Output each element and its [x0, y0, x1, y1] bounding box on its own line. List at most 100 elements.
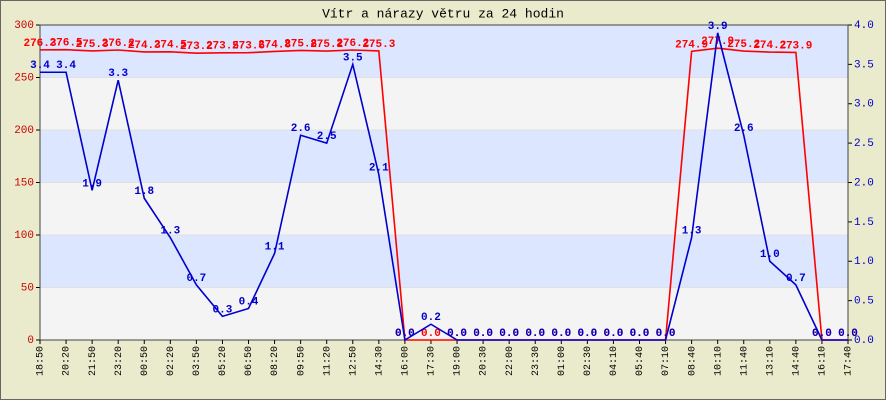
data-label: 2.1: [369, 163, 389, 175]
data-label: 0.0: [656, 328, 676, 340]
data-label: 0.0: [551, 328, 571, 340]
data-label: 0.2: [421, 312, 441, 324]
data-label: 3.9: [708, 21, 728, 33]
y2-tick-label: 0.5: [854, 296, 874, 308]
data-label: 0.0: [473, 328, 493, 340]
grid-band: [40, 235, 848, 288]
x-tick-label: 01:00: [557, 346, 568, 376]
x-tick-label: 16:00: [401, 346, 412, 376]
y2-tick-label: 3.5: [854, 59, 874, 71]
x-tick-label: 14:30: [374, 346, 385, 376]
x-tick-label: 06:50: [244, 346, 255, 376]
data-label: 276.3: [23, 38, 56, 50]
y-tick-label: 300: [14, 20, 34, 32]
x-tick-label: 05:20: [218, 346, 229, 376]
y-tick-label: 0: [27, 335, 34, 347]
data-label: 0.0: [499, 328, 519, 340]
data-label: 0.0: [630, 328, 650, 340]
y-tick-label: 50: [21, 282, 34, 294]
data-label: 277.9: [701, 36, 734, 48]
data-label: 2.6: [291, 123, 311, 135]
x-tick-label: 02:20: [166, 346, 177, 376]
chart-title: Vítr a nárazy větru za 24 hodin: [322, 6, 564, 21]
data-label: 0.7: [786, 273, 806, 285]
x-tick-label: 17:40: [844, 346, 855, 376]
data-label: 3.5: [343, 52, 363, 64]
data-label: 273.5: [206, 41, 239, 53]
data-label: 0.0: [838, 328, 858, 340]
data-label: 275.2: [727, 39, 760, 51]
data-label: 2.5: [317, 131, 337, 143]
x-tick-label: 18:50: [36, 346, 47, 376]
data-label: 0.0: [525, 328, 545, 340]
data-label: 275.8: [284, 38, 317, 50]
data-label: 1.9: [82, 178, 102, 190]
y2-tick-label: 2.5: [854, 138, 874, 150]
data-label: 276.5: [50, 38, 83, 50]
data-label: 276.2: [336, 38, 369, 50]
x-tick-label: 10:10: [713, 346, 724, 376]
y2-tick-label: 1.0: [854, 256, 874, 268]
data-label: 1.0: [760, 249, 780, 261]
x-tick-label: 19:00: [453, 346, 464, 376]
data-label: 3.4: [56, 60, 76, 72]
data-label: 1.3: [160, 226, 180, 238]
x-tick-label: 21:50: [88, 346, 99, 376]
data-label: 1.8: [134, 186, 154, 198]
series-line: [39, 47, 848, 341]
data-label: 274.5: [154, 40, 187, 52]
data-label: 2.6: [734, 123, 754, 135]
data-label: 0.0: [551, 328, 571, 340]
series-line: [40, 32, 848, 342]
x-tick-label: 16:10: [818, 346, 829, 376]
y2-tick-label: 4.0: [854, 20, 874, 32]
x-tick-label: 02:30: [583, 346, 594, 376]
data-label: 275.2: [310, 39, 343, 51]
y2-tick-label: 1.5: [854, 217, 874, 229]
y-tick-label: 250: [14, 72, 34, 84]
x-tick-label: 13:10: [765, 346, 776, 376]
x-tick-label: 03:50: [192, 346, 203, 376]
x-tick-label: 12:50: [348, 346, 359, 376]
data-label: 0.3: [213, 304, 233, 316]
data-label: 0.4: [239, 296, 259, 308]
data-label: 274.3: [128, 40, 161, 52]
x-tick-label: 07:10: [661, 346, 672, 376]
data-label: 274.8: [258, 39, 291, 51]
data-label: 0.0: [630, 328, 650, 340]
x-tick-label: 23:20: [114, 346, 125, 376]
data-label: 275.3: [362, 39, 395, 51]
x-tick-label: 08:40: [687, 346, 698, 376]
x-tick-label: 23:30: [531, 346, 542, 376]
x-tick-label: 20:20: [62, 346, 73, 376]
data-label: 0.0: [473, 328, 493, 340]
data-label: 275.3: [76, 39, 109, 51]
x-tick-label: 17:30: [427, 346, 438, 376]
data-label: 0.0: [577, 328, 597, 340]
data-label: 0.0: [577, 328, 597, 340]
data-label: 0.0: [525, 328, 545, 340]
data-label: 276.2: [102, 38, 135, 50]
x-tick-label: 04:10: [609, 346, 620, 376]
x-tick-label: 11:20: [322, 346, 333, 376]
data-label: 3.3: [108, 68, 128, 80]
x-tick-label: 22:00: [505, 346, 516, 376]
y-tick-label: 100: [14, 230, 34, 242]
data-label: 273.2: [180, 41, 213, 53]
data-label: 0.0: [447, 328, 467, 340]
data-label: 0.0: [656, 328, 676, 340]
y2-tick-label: 0.0: [854, 335, 874, 347]
data-label: 0.0: [604, 328, 624, 340]
y2-tick-label: 3.0: [854, 99, 874, 111]
grid-band: [40, 130, 848, 183]
data-label: 0.0: [838, 328, 858, 340]
y-tick-label: 200: [14, 125, 34, 137]
y-tick-label: 150: [14, 177, 34, 189]
data-label: 0.0: [395, 328, 415, 340]
data-label: 0.0: [499, 328, 519, 340]
data-label: 273.6: [232, 41, 265, 53]
data-label: 0.7: [186, 273, 206, 285]
data-label: 1.1: [265, 241, 285, 253]
data-label: 274.2: [753, 40, 786, 52]
